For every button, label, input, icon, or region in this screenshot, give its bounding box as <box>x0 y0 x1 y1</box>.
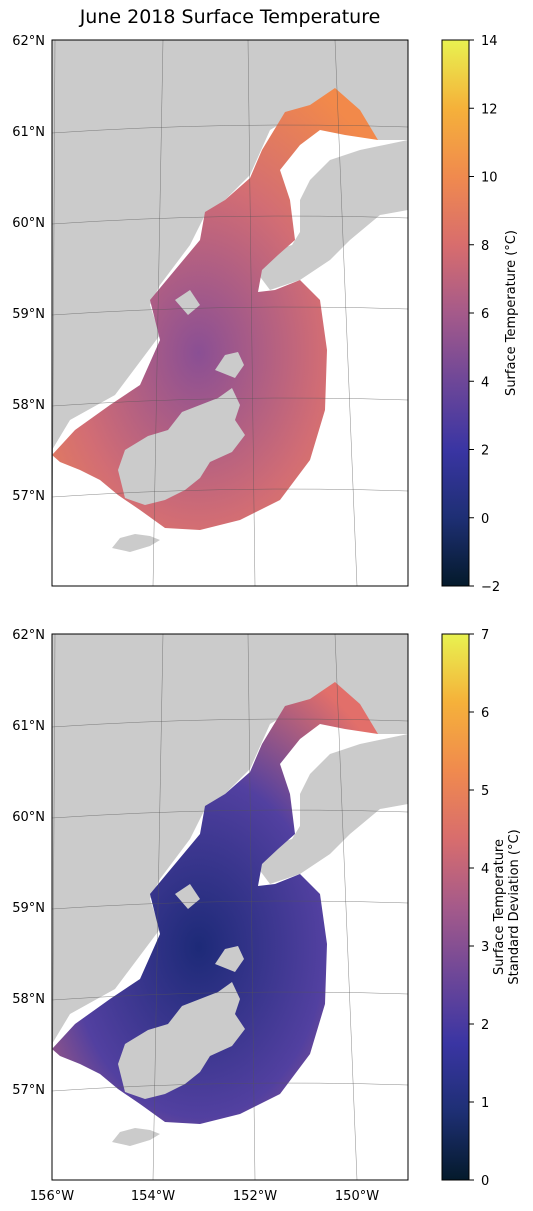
latitude-line <box>52 488 408 498</box>
colorbar-tick-label: 4 <box>481 375 489 390</box>
island <box>118 388 245 505</box>
land-mass <box>255 140 408 290</box>
colorbar-tick-label: 0 <box>481 512 489 527</box>
colorbar-tick-label: 3 <box>481 940 489 955</box>
colorbar-tick-label: 8 <box>481 239 489 254</box>
map-frame <box>51 633 409 1181</box>
colorbar-tick-label: 0 <box>481 1174 489 1189</box>
field-region <box>52 682 378 1124</box>
longitude-line <box>334 634 358 1180</box>
longitude-line <box>247 40 256 586</box>
latitude-labels: 62°N 61°N 60°N 59°N 58°N 57°N <box>12 628 45 1098</box>
latitude-label: 62°N <box>12 34 45 49</box>
land-mass <box>255 734 408 884</box>
colorbar-tick-label: 14 <box>481 34 498 49</box>
temperature-colorbar: 14 12 10 8 6 4 2 0 −2 Surface Temperature (°C) <box>441 34 519 595</box>
latitude-label: 62°N <box>12 628 45 643</box>
colorbar-tick-label: 1 <box>481 1096 489 1111</box>
latitude-line <box>52 306 408 316</box>
colorbar-tick-label: 7 <box>481 628 489 643</box>
colorbar-tick-label: 6 <box>481 706 489 721</box>
latitude-line <box>52 124 408 134</box>
map-frame <box>51 39 409 587</box>
colorbar-tick-label: 12 <box>481 102 498 117</box>
field-region <box>52 88 378 530</box>
latitude-line <box>52 215 408 225</box>
island <box>112 1128 160 1146</box>
latitude-label: 59°N <box>12 307 45 322</box>
longitude-label: 150°W <box>335 1189 379 1204</box>
latitude-line <box>52 718 408 728</box>
longitude-line <box>152 40 164 586</box>
land-mass <box>52 634 408 1044</box>
figure-title: June 2018 Surface Temperature <box>79 6 381 28</box>
latitude-labels: 62°N 61°N 60°N 59°N 58°N 57°N <box>12 34 45 504</box>
latitude-line <box>52 1082 408 1092</box>
colorbar-tick-label: −2 <box>481 580 500 595</box>
island <box>215 352 244 378</box>
latitude-label: 59°N <box>12 901 45 916</box>
colorbar-tick-label: 2 <box>481 1018 489 1033</box>
latitude-label: 61°N <box>12 719 45 734</box>
stddev-map-panel <box>51 633 409 1181</box>
island <box>175 884 200 909</box>
island <box>112 534 160 552</box>
latitude-line <box>52 397 408 407</box>
colorbar-tick-label: 4 <box>481 862 489 877</box>
island <box>215 946 244 972</box>
latitude-label: 58°N <box>12 992 45 1007</box>
colorbar-tick-label: 6 <box>481 307 489 322</box>
latitude-label: 57°N <box>12 489 45 504</box>
longitude-line <box>152 634 164 1180</box>
latitude-label: 60°N <box>12 216 45 231</box>
longitude-label: 152°W <box>233 1189 277 1204</box>
colorbar-tick-label: 10 <box>481 171 498 186</box>
colorbar-tick-label: 2 <box>481 444 489 459</box>
longitude-line <box>334 40 358 586</box>
island <box>118 982 245 1099</box>
longitude-labels: 156°W 154°W 152°W 150°W <box>30 1189 379 1204</box>
latitude-line <box>52 991 408 1001</box>
longitude-line <box>247 634 256 1180</box>
latitude-line <box>52 809 408 819</box>
longitude-label: 156°W <box>30 1189 74 1204</box>
colorbar-label: Surface TemperatureStandard Deviation (°… <box>492 829 522 984</box>
colorbar-tick-label: 5 <box>481 784 489 799</box>
latitude-label: 60°N <box>12 810 45 825</box>
colorbar-label: Surface Temperature (°C) <box>504 230 519 396</box>
latitude-label: 61°N <box>12 125 45 140</box>
island <box>175 290 200 315</box>
stddev-colorbar: 7 6 5 4 3 2 1 0 Surface TemperatureStandard Dev… <box>441 628 522 1189</box>
temperature-map-panel <box>51 39 409 587</box>
latitude-label: 57°N <box>12 1083 45 1098</box>
longitude-label: 154°W <box>131 1189 175 1204</box>
latitude-line <box>52 900 408 910</box>
land-mass <box>52 40 408 450</box>
latitude-label: 58°N <box>12 398 45 413</box>
